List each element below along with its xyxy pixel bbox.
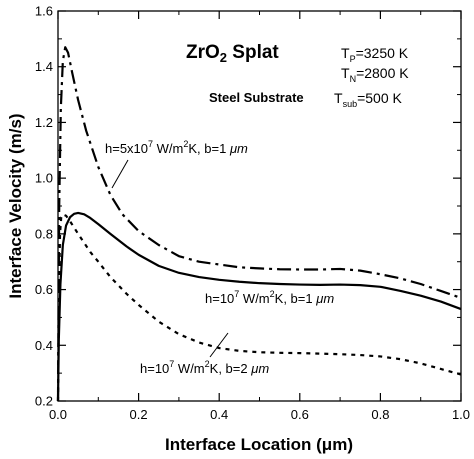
y-tick-label: 1.2 [35, 115, 53, 130]
x-tick-label: 0.8 [371, 407, 389, 422]
series-line-1 [56, 46, 462, 402]
substrate-label: Steel Substrate [209, 90, 304, 105]
series-line-3 [56, 213, 462, 402]
x-axis-title: Interface Location (μm) [165, 435, 353, 454]
x-tick-label: 0.2 [130, 407, 148, 422]
y-tick-label: 0.8 [35, 226, 53, 241]
series2-annotation: h=107 W/m2K, b=1 μm [205, 289, 334, 306]
x-tick-label: 0.0 [49, 407, 67, 422]
series3-leader-line [209, 332, 229, 358]
x-tick-label: 0.6 [291, 407, 309, 422]
series1-annotation: h=5x107 W/m2K, b=1 μm [105, 139, 248, 156]
axis-ticks: 0.0 0.2 0.4 0.6 0.8 1.00.20.40.60.81.01.21.41… [35, 4, 470, 423]
y-tick-label: 0.6 [35, 282, 53, 297]
x-tick-label: 1.0 [452, 407, 470, 422]
tp-label: TP=3250 K [341, 45, 409, 64]
x-tick-label: 0.4 [210, 407, 228, 422]
tsub-label: Tsub=500 K [334, 90, 403, 109]
y-axis-title: Interface Velocity (m/s) [6, 113, 25, 298]
y-tick-label: 1.6 [35, 4, 53, 19]
tn-label: TN=2800 K [341, 65, 409, 84]
series1-leader-line [111, 159, 129, 189]
series3-annotation: h=107 W/m2K, b=2 μm [140, 359, 269, 376]
y-tick-label: 1.0 [35, 171, 53, 186]
y-tick-label: 0.2 [35, 394, 53, 409]
y-tick-label: 1.4 [35, 59, 53, 74]
y-tick-label: 0.4 [35, 338, 53, 353]
series-group [56, 46, 462, 402]
chart-annotation-title: ZrO2 Splat [186, 42, 279, 65]
series-line-2 [56, 211, 462, 402]
